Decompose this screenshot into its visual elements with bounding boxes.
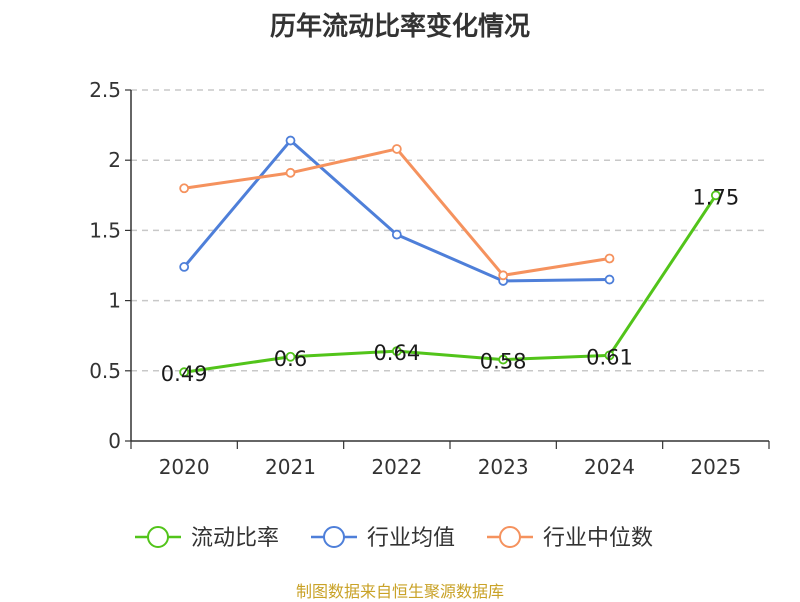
data-point [179, 367, 190, 378]
data-point [710, 190, 721, 201]
series-line-3 [183, 147, 610, 277]
legend-item: 行业均值 [311, 526, 455, 551]
y-tick-label: 2.5 [89, 78, 121, 102]
data-source-footer: 制图数据来自恒生聚源数据库 [295, 582, 504, 601]
data-point [285, 167, 296, 178]
y-tick-label: 0.5 [89, 359, 121, 383]
x-tick-label: 2022 [371, 455, 422, 479]
y-tick-label: 1 [108, 289, 121, 313]
data-label: 0.64 [373, 341, 420, 365]
data-point [285, 351, 296, 362]
data-point [391, 229, 402, 240]
y-tick-label: 2 [108, 148, 121, 172]
data-point [498, 354, 509, 365]
legend-label: 行业中位数 [543, 526, 653, 551]
y-tick-label: 0 [108, 429, 121, 453]
data-point [498, 270, 509, 281]
x-tick-label: 2021 [265, 455, 316, 479]
legend-marker [147, 526, 169, 548]
data-point [179, 262, 190, 272]
legend-marker [499, 526, 521, 548]
data-point [391, 346, 402, 357]
data-label: 0.58 [480, 350, 527, 374]
data-point [391, 144, 402, 154]
y-tick-label: 1.5 [89, 218, 121, 242]
legend-item: 流动比率 [135, 526, 279, 551]
x-tick-label: 2024 [584, 455, 635, 479]
data-point [604, 274, 615, 285]
legend-item: 行业中位数 [487, 526, 653, 551]
data-point [179, 183, 190, 194]
legend-marker [323, 526, 345, 548]
data-point [604, 350, 615, 361]
x-tick-label: 2023 [478, 455, 529, 479]
data-label: 0.49 [161, 362, 208, 386]
legend-label: 流动比率 [191, 526, 279, 551]
chart-title: 历年流动比率变化情况 [269, 12, 530, 42]
legend-label: 行业均值 [367, 526, 455, 551]
series-line-2 [183, 139, 610, 283]
data-label: 0.6 [274, 347, 307, 371]
x-tick-label: 2025 [690, 455, 741, 479]
x-tick-label: 2020 [159, 455, 210, 479]
data-point [285, 135, 296, 146]
data-point [604, 253, 615, 264]
data-label: 0.61 [586, 345, 633, 369]
series-line-1 [183, 194, 718, 374]
data-label: 1.75 [692, 185, 739, 209]
